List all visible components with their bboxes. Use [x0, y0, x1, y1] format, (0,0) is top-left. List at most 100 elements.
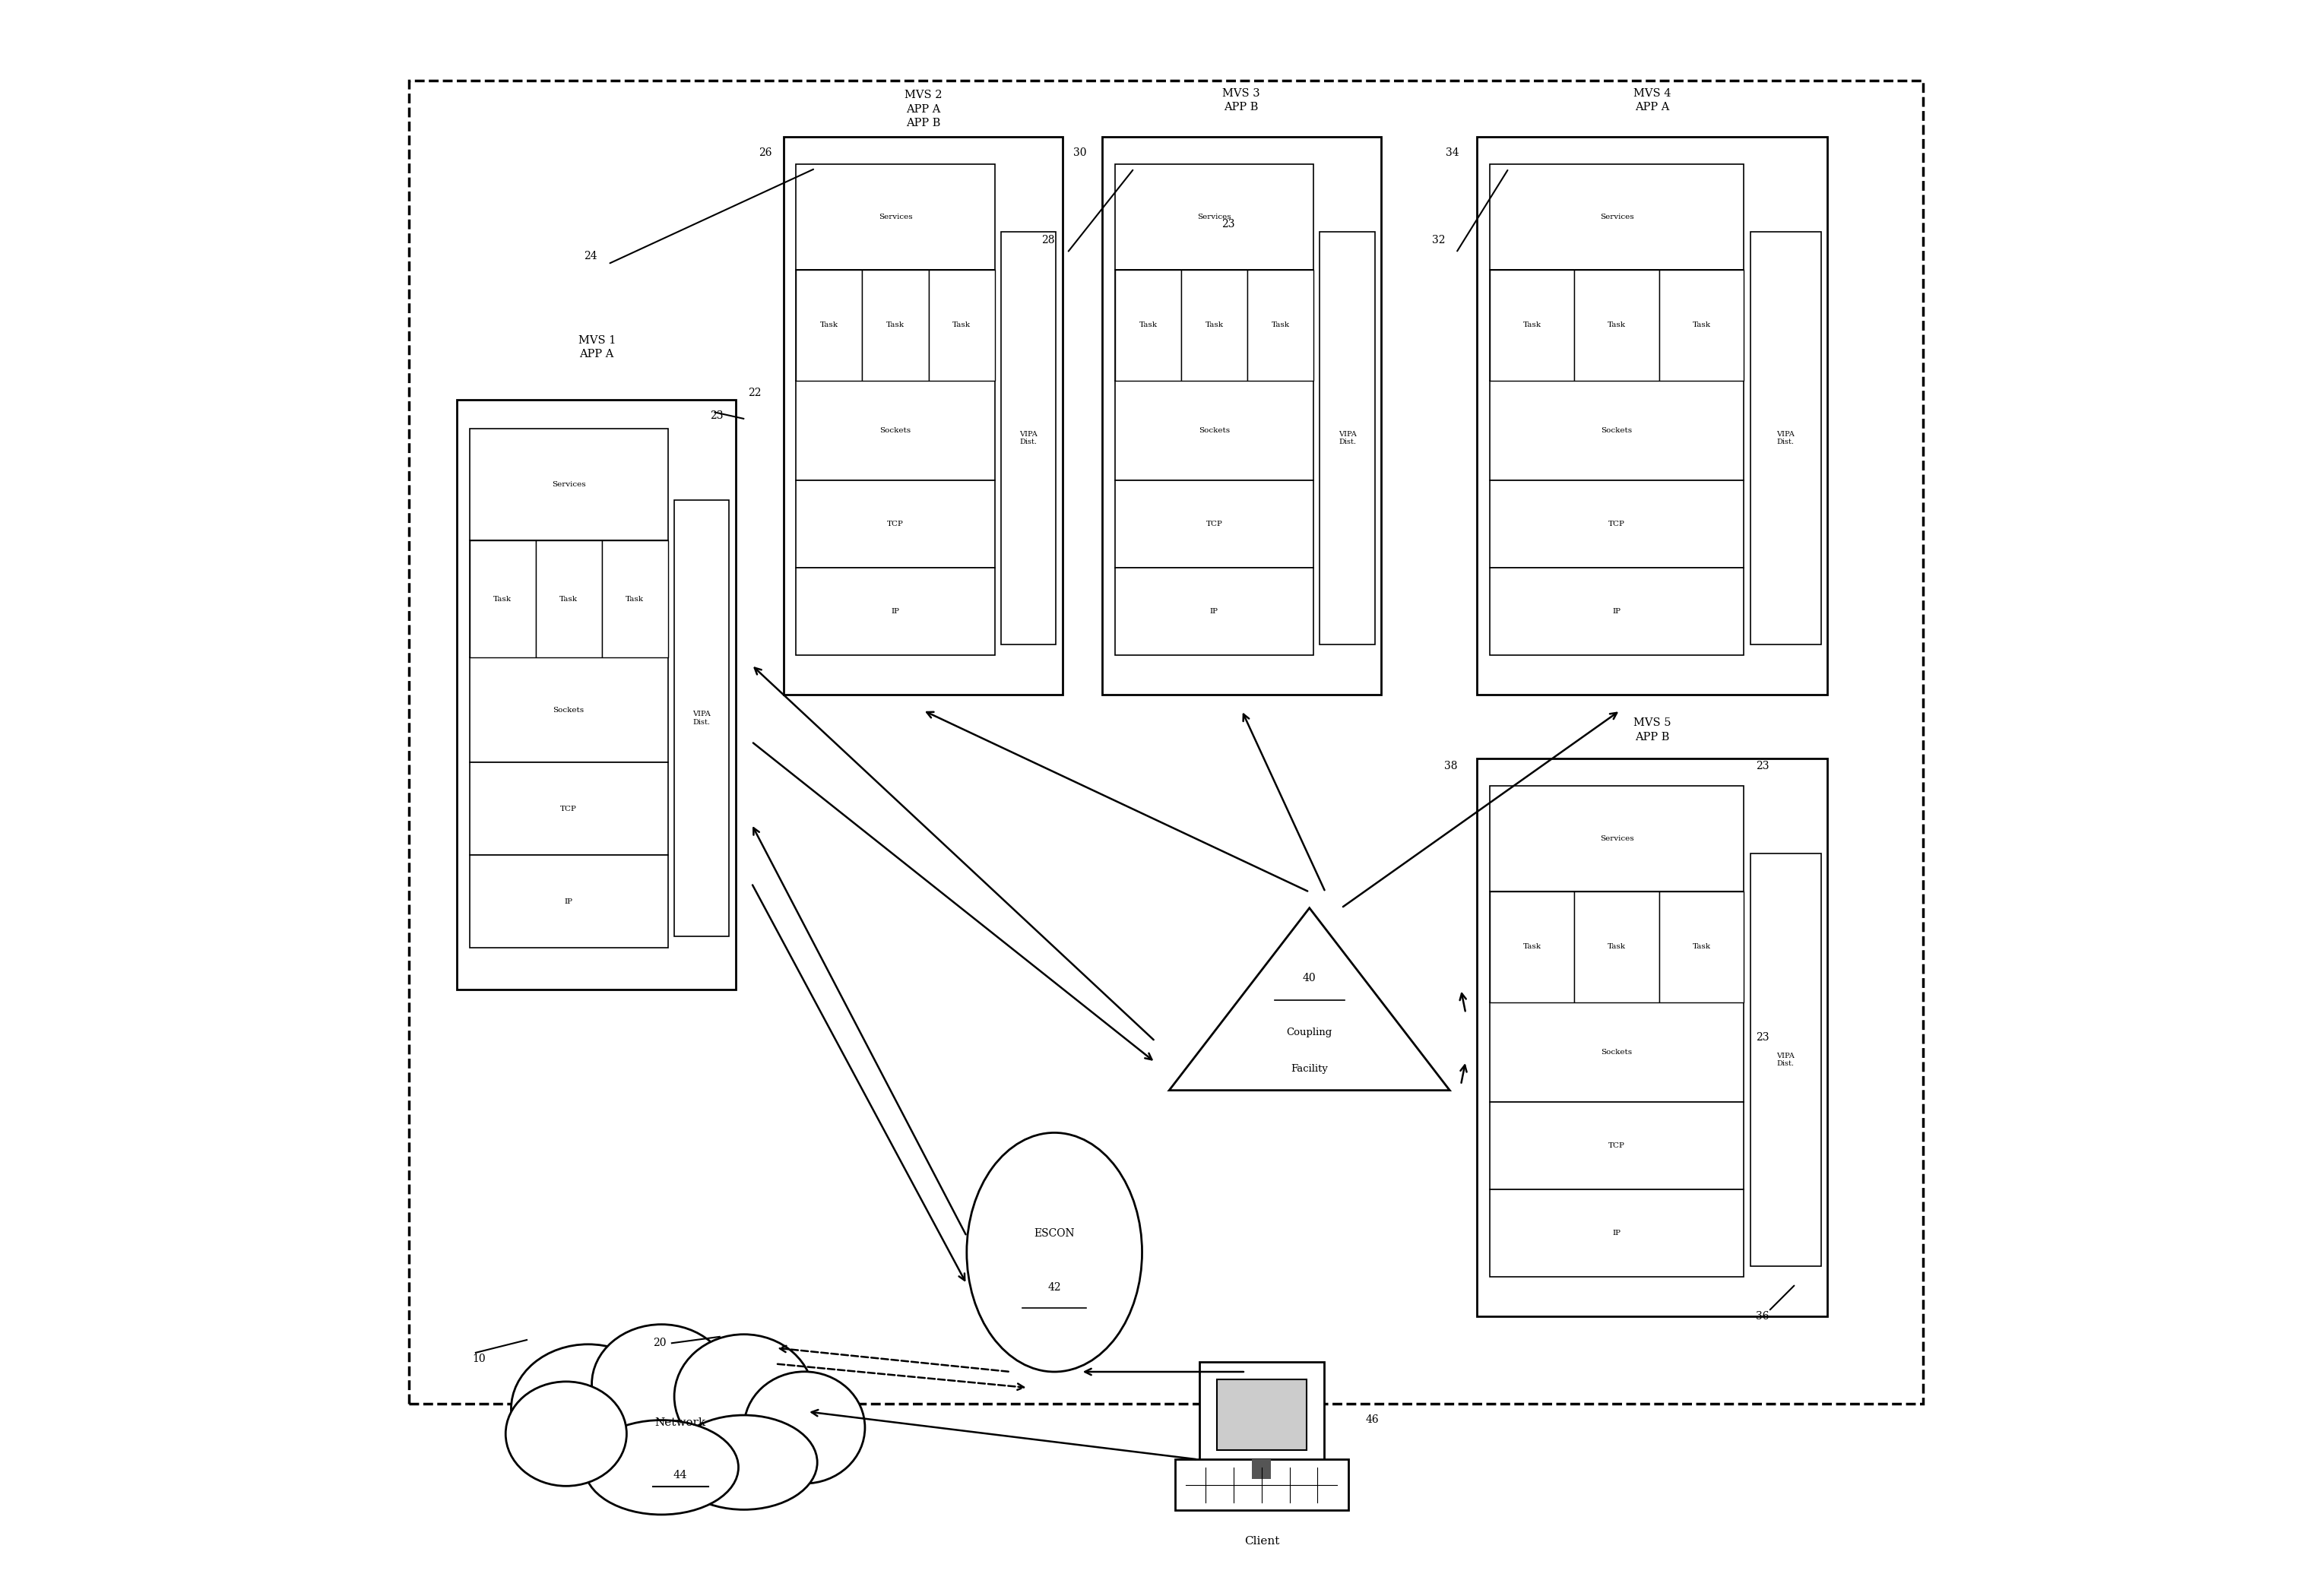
- Bar: [470, 763, 667, 855]
- Bar: [1489, 787, 1744, 891]
- Bar: [470, 658, 667, 763]
- Bar: [1102, 137, 1380, 694]
- Text: MVS 2
APP A
APP B: MVS 2 APP A APP B: [906, 89, 943, 129]
- Bar: [602, 539, 667, 658]
- Ellipse shape: [505, 1382, 628, 1486]
- Bar: [1489, 381, 1744, 480]
- Text: Sockets: Sockets: [880, 426, 910, 434]
- Text: VIPA
Dist.: VIPA Dist.: [1019, 431, 1038, 445]
- Bar: [1489, 480, 1744, 568]
- Bar: [929, 270, 994, 381]
- Text: TCP: TCP: [560, 806, 577, 812]
- Text: 32: 32: [1431, 235, 1445, 246]
- Bar: [470, 539, 667, 658]
- Bar: [674, 500, 730, 937]
- Text: VIPA
Dist.: VIPA Dist.: [692, 710, 711, 726]
- Text: Task: Task: [1139, 322, 1158, 329]
- Text: 26: 26: [760, 147, 771, 158]
- Bar: [470, 855, 667, 948]
- Text: 23: 23: [711, 410, 723, 421]
- Bar: [1658, 891, 1744, 1002]
- Bar: [456, 399, 736, 990]
- Text: Task: Task: [1607, 943, 1626, 950]
- Text: Sockets: Sockets: [1600, 1049, 1633, 1055]
- Text: 28: 28: [1042, 235, 1054, 246]
- Bar: [1489, 270, 1575, 381]
- Bar: [1478, 137, 1827, 694]
- Text: Coupling: Coupling: [1288, 1028, 1332, 1037]
- Text: 44: 44: [672, 1470, 688, 1481]
- Bar: [1114, 568, 1313, 656]
- Bar: [797, 381, 994, 480]
- Text: TCP: TCP: [1610, 1143, 1626, 1149]
- Text: Task: Task: [1524, 943, 1540, 950]
- Bar: [1575, 891, 1658, 1002]
- Text: Task: Task: [952, 322, 970, 329]
- Text: Sockets: Sockets: [1200, 426, 1230, 434]
- Bar: [1489, 568, 1744, 656]
- Text: IP: IP: [1209, 608, 1218, 614]
- Bar: [1751, 231, 1820, 645]
- Text: 40: 40: [1302, 974, 1315, 983]
- Text: IP: IP: [1612, 608, 1621, 614]
- Text: Services: Services: [551, 482, 586, 488]
- Text: 10: 10: [472, 1353, 486, 1365]
- Bar: [1248, 270, 1313, 381]
- Text: MVS 1
APP A: MVS 1 APP A: [579, 335, 616, 359]
- Bar: [470, 539, 535, 658]
- Bar: [1489, 891, 1575, 1002]
- Text: ESCON: ESCON: [1033, 1227, 1075, 1238]
- Bar: [1489, 270, 1744, 381]
- Ellipse shape: [584, 1420, 739, 1515]
- Text: VIPA
Dist.: VIPA Dist.: [1339, 431, 1357, 445]
- Bar: [470, 429, 667, 539]
- Bar: [1114, 480, 1313, 568]
- Text: Services: Services: [1600, 835, 1633, 843]
- Ellipse shape: [674, 1334, 813, 1459]
- Text: Task: Task: [1204, 322, 1223, 329]
- Text: 34: 34: [1445, 147, 1459, 158]
- Text: MVS 3
APP B: MVS 3 APP B: [1223, 88, 1260, 113]
- Bar: [1253, 1459, 1271, 1478]
- Bar: [1489, 1002, 1744, 1101]
- Text: 22: 22: [748, 388, 762, 399]
- Polygon shape: [1170, 908, 1450, 1090]
- Bar: [797, 270, 862, 381]
- Text: 23: 23: [1223, 219, 1234, 230]
- Bar: [1216, 1381, 1306, 1449]
- Text: Services: Services: [1600, 214, 1633, 220]
- Bar: [1658, 270, 1744, 381]
- Ellipse shape: [593, 1325, 732, 1444]
- Bar: [1114, 270, 1181, 381]
- Text: Task: Task: [1693, 943, 1712, 950]
- Text: Sockets: Sockets: [1600, 426, 1633, 434]
- Text: Services: Services: [878, 214, 913, 220]
- Text: Task: Task: [1607, 322, 1626, 329]
- Text: Task: Task: [1524, 322, 1540, 329]
- Bar: [1320, 231, 1376, 645]
- Text: IP: IP: [565, 899, 572, 905]
- Text: Task: Task: [887, 322, 906, 329]
- Bar: [1489, 1189, 1744, 1277]
- Bar: [797, 164, 994, 270]
- Text: MVS 5
APP B: MVS 5 APP B: [1633, 718, 1670, 742]
- Bar: [797, 270, 994, 381]
- Bar: [535, 539, 602, 658]
- Text: 30: 30: [1072, 147, 1086, 158]
- Text: Client: Client: [1244, 1535, 1278, 1547]
- Text: 42: 42: [1047, 1282, 1061, 1293]
- Text: IP: IP: [892, 608, 899, 614]
- Ellipse shape: [512, 1344, 665, 1473]
- Ellipse shape: [743, 1371, 864, 1484]
- Text: Task: Task: [493, 595, 512, 602]
- Bar: [783, 137, 1063, 694]
- Bar: [862, 270, 929, 381]
- Bar: [1489, 891, 1744, 1002]
- Bar: [1001, 231, 1056, 645]
- Text: Task: Task: [560, 595, 577, 602]
- Text: Facility: Facility: [1290, 1065, 1327, 1074]
- Ellipse shape: [966, 1133, 1142, 1373]
- Ellipse shape: [505, 1334, 855, 1521]
- Text: 36: 36: [1756, 1310, 1769, 1321]
- Bar: [797, 568, 994, 656]
